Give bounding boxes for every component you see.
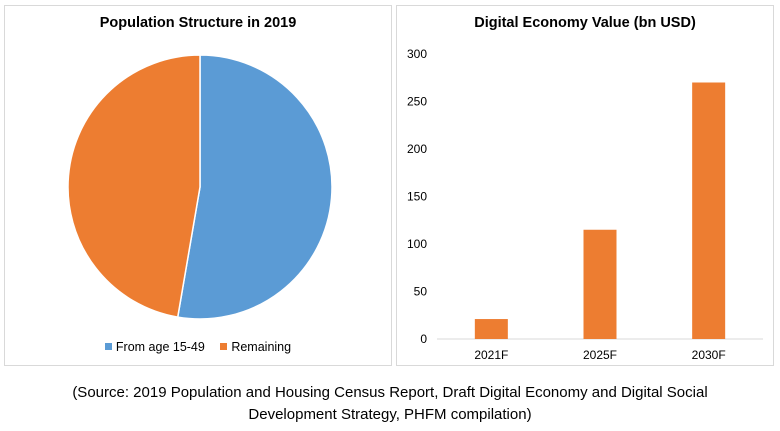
y-tick-label: 0 [420,332,427,346]
pie-slice-remaining [67,54,201,318]
x-tick-label: 2025F [583,348,617,362]
legend-label: From age 15-49 [115,340,205,354]
x-tick-label: 2030F [692,348,726,362]
source-caption: (Source: 2019 Population and Housing Cen… [0,382,780,426]
y-tick-label: 100 [407,237,427,251]
caption-line-1: (Source: 2019 Population and Housing Cen… [72,384,708,401]
bar-chart-title: Digital Economy Value (bn USD) [474,15,696,31]
pie-chart-panel: Population Structure in 2019 From age 15… [4,5,392,366]
caption-line-2: Development Strategy, PHFM compilation) [248,406,532,423]
y-tick-label: 150 [407,190,427,204]
pie-slice-from-age-15-49 [176,54,333,320]
y-tick-label: 300 [407,47,427,61]
pie-chart [67,54,333,320]
pie-legend: From age 15-49 Remaining [5,340,391,354]
y-tick-label: 250 [407,95,427,109]
x-tick-label: 2021F [474,348,508,362]
legend-item-age-15-49: From age 15-49 [104,340,205,354]
bar-chart-panel: Digital Economy Value (bn USD) 0 50 100 150… [396,5,774,366]
legend-swatch-orange [220,343,228,350]
legend-swatch-blue [104,343,112,350]
bar-chart: 0 50 100 150 200 250 300 2021F 2025F 2030F [407,47,763,362]
bar-2025f [583,229,617,339]
pie-chart-title: Population Structure in 2019 [99,15,297,31]
y-tick-label: 50 [414,285,428,299]
bar-2030f [692,82,726,339]
legend-label: Remaining [231,340,292,354]
y-tick-label: 200 [407,142,427,156]
legend-item-remaining: Remaining [220,340,291,354]
bar-2021f [474,319,508,339]
